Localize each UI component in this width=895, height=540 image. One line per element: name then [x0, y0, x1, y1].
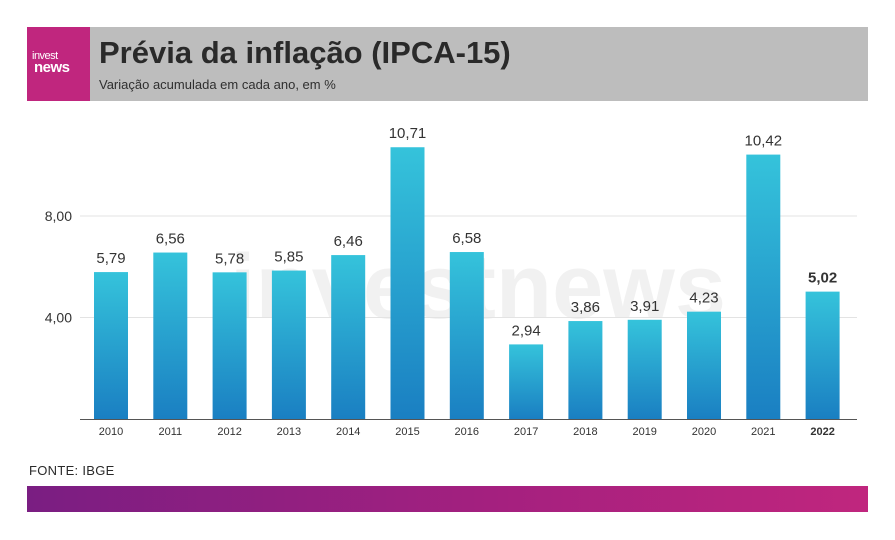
chart-header: invest news Prévia da inflação (IPCA-15)…: [27, 27, 868, 101]
bar: [153, 252, 188, 419]
chart-subtitle: Variação acumulada em cada ano, em %: [99, 77, 336, 92]
data-label: 6,56: [156, 231, 185, 248]
x-tick-label: 2022: [810, 426, 834, 438]
x-tick-label: 2019: [632, 426, 656, 438]
data-label: 3,86: [571, 299, 600, 316]
logo-line1: invest: [32, 50, 58, 62]
bar: [390, 147, 425, 419]
source-note: FONTE: IBGE: [29, 463, 115, 478]
x-tick-label: 2014: [336, 426, 360, 438]
footer-gradient-bar: [27, 486, 868, 512]
data-label: 4,23: [689, 290, 718, 307]
bar: [805, 291, 840, 419]
data-label: 2,94: [511, 322, 540, 339]
y-tick-label: 4,00: [45, 310, 72, 326]
y-tick-label: 8,00: [45, 208, 72, 224]
data-label: 5,02: [808, 270, 837, 287]
x-tick-label: 2013: [277, 426, 301, 438]
data-label: 6,46: [334, 233, 363, 250]
x-tick-label: 2015: [395, 426, 419, 438]
data-label: 10,71: [389, 125, 427, 142]
chart-title: Prévia da inflação (IPCA-15): [99, 35, 511, 70]
data-label: 10,42: [745, 133, 783, 150]
bar: [746, 154, 781, 419]
investnews-logo: invest news: [27, 27, 90, 101]
x-tick-label: 2016: [455, 426, 479, 438]
bar: [627, 319, 662, 419]
data-label: 6,58: [452, 230, 481, 247]
x-tick-label: 2021: [751, 426, 775, 438]
bar: [271, 270, 306, 419]
data-label: 5,85: [274, 249, 303, 266]
bar: [331, 255, 366, 419]
bar: [212, 272, 247, 419]
x-tick-label: 2018: [573, 426, 597, 438]
x-tick-label: 2011: [158, 426, 182, 438]
x-tick-label: 2012: [217, 426, 241, 438]
x-tick-label: 2020: [692, 426, 716, 438]
data-label: 3,91: [630, 298, 659, 315]
logo-line2: news: [34, 59, 70, 76]
bar: [449, 252, 484, 419]
x-tick-label: 2017: [514, 426, 538, 438]
bar: [687, 311, 721, 419]
bar: [94, 272, 128, 419]
data-label: 5,78: [215, 250, 244, 267]
x-tick-label: 2010: [99, 426, 123, 438]
bar: [568, 321, 603, 419]
bar: [509, 344, 544, 419]
data-label: 5,79: [96, 250, 125, 267]
